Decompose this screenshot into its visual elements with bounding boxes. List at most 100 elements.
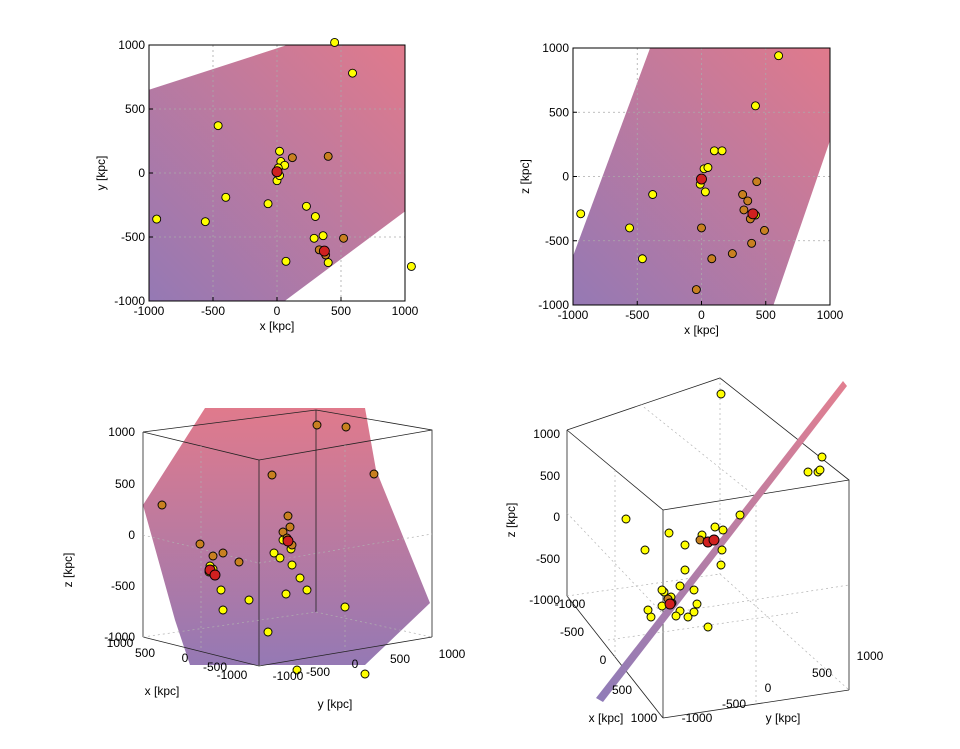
data-point-yellow [292, 665, 302, 675]
tick-label: 1000 [857, 649, 884, 663]
x-tick-label: -1000 [134, 304, 165, 318]
tick-label: -500 [560, 625, 584, 639]
data-point-yellow [360, 669, 370, 679]
data-point-yellow [263, 199, 273, 209]
data-point-orange [157, 500, 167, 510]
data-point-orange [691, 285, 701, 295]
panel-3d-left: z [kpc] x [kpc] y [kpc] -1000-5000500100… [61, 408, 466, 711]
data-point-yellow [281, 256, 291, 266]
data-point-yellow [152, 214, 162, 224]
data-point-yellow [263, 627, 273, 637]
data-point-yellow [648, 190, 658, 199]
data-point-yellow [275, 146, 285, 156]
box-3d-left [142, 409, 433, 667]
data-point-yellow [751, 101, 760, 111]
data-point-yellow [735, 510, 745, 520]
tick-label: -1000 [529, 593, 560, 607]
tick-label: 1000 [108, 425, 135, 439]
data-point-yellow [221, 192, 231, 202]
x-tick-label: 1000 [817, 308, 844, 322]
panel-xy: -1000 -500 0 500 1000 -1000 -500 0 500 1000 x [kp… [94, 37, 419, 333]
data-point-yellow [637, 254, 647, 264]
data-point-yellow [675, 581, 685, 591]
data-point-orange [339, 233, 349, 243]
data-point-yellow [680, 540, 690, 550]
data-point-yellow [348, 68, 357, 78]
data-point-yellow [302, 585, 312, 595]
y-tick-label: -500 [545, 234, 569, 248]
tick-label: 0 [352, 657, 359, 671]
plane-3d-right [596, 381, 847, 702]
data-point-yellow [216, 585, 226, 595]
data-point-yellow [664, 528, 674, 538]
data-point-yellow [275, 553, 285, 563]
data-point-yellow [657, 585, 667, 595]
tick-label: 1000 [107, 636, 134, 650]
data-point-yellow [621, 514, 631, 524]
data-point-yellow [643, 605, 653, 615]
x-tick-label: 0 [274, 304, 281, 318]
data-point-yellow [576, 209, 586, 219]
data-point-yellow [683, 612, 693, 622]
data-point-red [271, 166, 283, 178]
tick-label: -1000 [555, 597, 586, 611]
x-tick-label: -1000 [558, 308, 589, 322]
data-point-red [664, 598, 676, 610]
tick-label: 0 [600, 653, 607, 667]
data-point-yellow [680, 565, 690, 575]
data-point-yellow [323, 258, 333, 268]
data-point-yellow [244, 595, 254, 605]
data-point-orange [752, 177, 762, 187]
data-point-red [696, 173, 707, 185]
data-point-red [318, 245, 330, 257]
data-point-yellow [700, 187, 710, 197]
data-point-yellow [269, 548, 279, 558]
y-tick-label: 500 [549, 105, 569, 119]
data-point-yellow [703, 622, 713, 632]
data-point-yellow [716, 560, 726, 570]
data-point-orange [267, 470, 277, 480]
y-tick-label: -500 [121, 230, 145, 244]
data-point-red [209, 569, 221, 581]
zlabel-3d-left: z [kpc] [61, 553, 75, 588]
tick-label: 1000 [631, 711, 658, 725]
data-point-yellow [671, 611, 681, 621]
data-point-orange [323, 151, 333, 161]
tick-label: 0 [182, 651, 189, 665]
tick-label: -1000 [273, 669, 304, 683]
tick-label: -500 [111, 579, 135, 593]
tick-label: 500 [115, 477, 135, 491]
tick-label: 1000 [439, 647, 466, 661]
data-point-orange [697, 223, 706, 233]
data-point-orange [707, 254, 717, 264]
tick-label: 500 [812, 666, 832, 680]
data-point-yellow [717, 545, 727, 555]
data-point-red [282, 535, 294, 547]
points-3d-right [621, 389, 827, 632]
data-point-orange [195, 539, 205, 549]
zlabel-3d-right: z [kpc] [504, 503, 518, 538]
data-point-yellow [717, 146, 727, 156]
xlabel-3d-left: x [kpc] [145, 684, 180, 698]
panel-xz: -1000 -500 0 500 1000 -1000 -500 0 500 1000 x [kp… [518, 41, 844, 337]
data-point-red [747, 208, 759, 220]
data-point-yellow [295, 573, 305, 583]
tick-label: -1000 [682, 711, 713, 725]
data-point-orange [283, 511, 293, 521]
data-point-yellow [406, 261, 416, 271]
tick-label: 500 [135, 646, 155, 660]
y-tick-label: -1000 [538, 298, 569, 312]
data-point-yellow [692, 599, 702, 609]
data-point-yellow [803, 467, 813, 477]
tick-label: 1000 [533, 427, 560, 441]
data-point-yellow [309, 233, 319, 243]
data-point-orange [739, 205, 749, 215]
tick-label: 500 [390, 652, 410, 666]
data-point-red [708, 534, 720, 546]
data-point-orange [208, 551, 218, 561]
y-tick-label: -1000 [114, 294, 145, 308]
x-tick-label: 0 [698, 308, 705, 322]
data-point-orange [760, 226, 769, 235]
xlabel-xz: x [kpc] [684, 323, 719, 337]
